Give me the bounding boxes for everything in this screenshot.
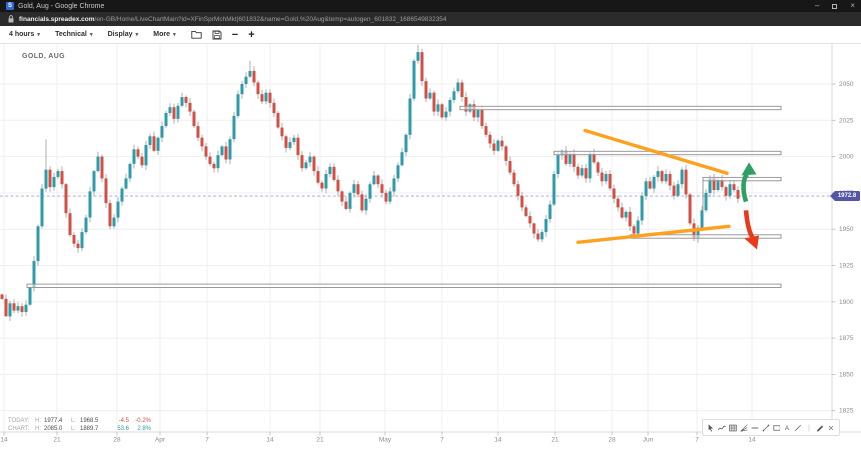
breakout-up-arrow: [741, 162, 757, 203]
timeframe-dropdown[interactable]: 4 hours: [9, 31, 40, 38]
chart-app-toolbar: 4 hours Technical Display More: [0, 26, 861, 44]
tool-horizontal-line-icon[interactable]: [751, 424, 759, 432]
svg-text:7: 7: [695, 437, 699, 444]
window-title: Gold, Aug - Google Chrome: [18, 2, 105, 10]
svg-text:2025: 2025: [839, 117, 854, 124]
chart-symbol-label: GOLD, AUG: [22, 53, 66, 60]
tool-pen-icon[interactable]: [816, 424, 824, 432]
chart-legend: TODAY: H: 1977.4 L: 1968.5 -4.5 -0.2% CH…: [8, 417, 151, 433]
tool-freehand-icon[interactable]: [717, 424, 726, 432]
tool-diagonal-line-icon[interactable]: [794, 424, 802, 432]
svg-text:Jun: Jun: [643, 437, 654, 444]
legend-low-label: L:: [71, 418, 77, 424]
svg-text:May: May: [379, 437, 392, 444]
tool-trend-lines-icon[interactable]: [740, 423, 748, 432]
svg-text:Apr: Apr: [155, 437, 166, 444]
legend-change-value: 53.6: [117, 426, 129, 432]
tool-text-icon[interactable]: A: [783, 424, 791, 432]
close-icon[interactable]: [850, 0, 855, 12]
arrows-group: [741, 162, 759, 250]
url-path: /en-GB/Home/LiveChartMain?id=XFinSprMchM…: [94, 15, 447, 23]
folder-icon: [191, 30, 202, 39]
legend-high-label: H:: [35, 426, 41, 432]
legend-high-value: 2085.0: [44, 426, 63, 432]
legend-low-value: 1889.7: [80, 426, 99, 432]
resistance-2033: [459, 105, 782, 111]
candles-group: [0, 44, 740, 321]
svg-text:14: 14: [494, 437, 502, 444]
sr-lines-group: [26, 105, 782, 288]
svg-text:14: 14: [0, 437, 8, 444]
tool-close-icon[interactable]: [827, 424, 835, 432]
maximize-icon[interactable]: [832, 3, 838, 9]
legend-change-pct: -0.2%: [135, 418, 151, 424]
legend-change-pct: 2.8%: [137, 426, 151, 432]
window-titlebar[interactable]: S Gold, Aug - Google Chrome: [0, 0, 861, 12]
lock-icon: [8, 15, 14, 23]
svg-text:7: 7: [205, 437, 209, 444]
legend-row-today: TODAY: H: 1977.4 L: 1968.5 -4.5 -0.2%: [8, 417, 151, 425]
wedge-lower-ascending: [576, 224, 731, 245]
legend-row-name: CHART:: [8, 426, 30, 432]
url-text: financials.spreadex.com/en-GB/Home/LiveC…: [19, 16, 447, 23]
wedge-upper-descending: [583, 128, 729, 176]
tool-fib-grid-icon[interactable]: [729, 424, 737, 432]
window-controls: [815, 0, 855, 12]
technical-dropdown[interactable]: Technical: [55, 31, 93, 38]
url-domain: financials.spreadex.com: [19, 15, 95, 23]
svg-text:A: A: [785, 426, 789, 432]
tool-rectangle-icon[interactable]: [772, 424, 781, 432]
svg-text:2050: 2050: [839, 81, 854, 88]
tool-divider-icon: [805, 423, 813, 432]
svg-text:1850: 1850: [839, 371, 854, 378]
site-favicon: S: [6, 2, 14, 10]
support-1911: [26, 283, 782, 288]
legend-low-label: L:: [71, 426, 77, 432]
svg-text:14: 14: [266, 437, 274, 444]
more-dropdown[interactable]: More: [153, 31, 176, 38]
svg-text:1875: 1875: [839, 335, 854, 342]
svg-text:21: 21: [316, 437, 324, 444]
breakdown-down-arrow: [743, 210, 759, 250]
svg-text:7: 7: [440, 437, 444, 444]
legend-row-name: TODAY:: [8, 418, 30, 424]
svg-text:28: 28: [113, 437, 121, 444]
zoom-in-button[interactable]: [248, 27, 254, 43]
svg-text:21: 21: [551, 437, 559, 444]
address-bar[interactable]: financials.spreadex.com/en-GB/Home/LiveC…: [0, 12, 861, 26]
legend-row-chart: CHART: H: 2085.0 L: 1889.7 53.6 2.8%: [8, 425, 151, 433]
svg-text:21: 21: [53, 437, 61, 444]
legend-low-value: 1968.5: [80, 418, 99, 424]
save-chart-button[interactable]: [212, 30, 222, 40]
svg-text:28: 28: [608, 437, 616, 444]
svg-text:2000: 2000: [839, 154, 854, 161]
display-dropdown[interactable]: Display: [108, 31, 139, 38]
svg-text:1825: 1825: [839, 408, 854, 415]
save-icon: [212, 30, 222, 39]
tool-trendline-icon[interactable]: [762, 424, 770, 432]
legend-high-label: H:: [35, 418, 41, 424]
svg-text:1900: 1900: [839, 299, 854, 306]
open-chart-button[interactable]: [191, 30, 202, 39]
zoom-out-button[interactable]: [232, 27, 238, 43]
drawing-toolbar: A: [702, 419, 840, 436]
legend-change-value: -4.5: [118, 418, 129, 424]
svg-text:14: 14: [748, 437, 756, 444]
tool-cursor-icon[interactable]: [707, 423, 715, 432]
minimize-icon[interactable]: [815, 0, 819, 12]
svg-text:1925: 1925: [839, 263, 854, 270]
trendlines-group: [576, 128, 731, 245]
current-price-badge: 1972.8: [830, 191, 860, 201]
legend-high-value: 1977.4: [44, 418, 63, 424]
axes-group: 14 21 28 Apr 7 14 21 May 7 14 21 28 Jun 7 14 2050 2025 20…: [0, 44, 861, 444]
svg-text:1950: 1950: [839, 226, 854, 233]
